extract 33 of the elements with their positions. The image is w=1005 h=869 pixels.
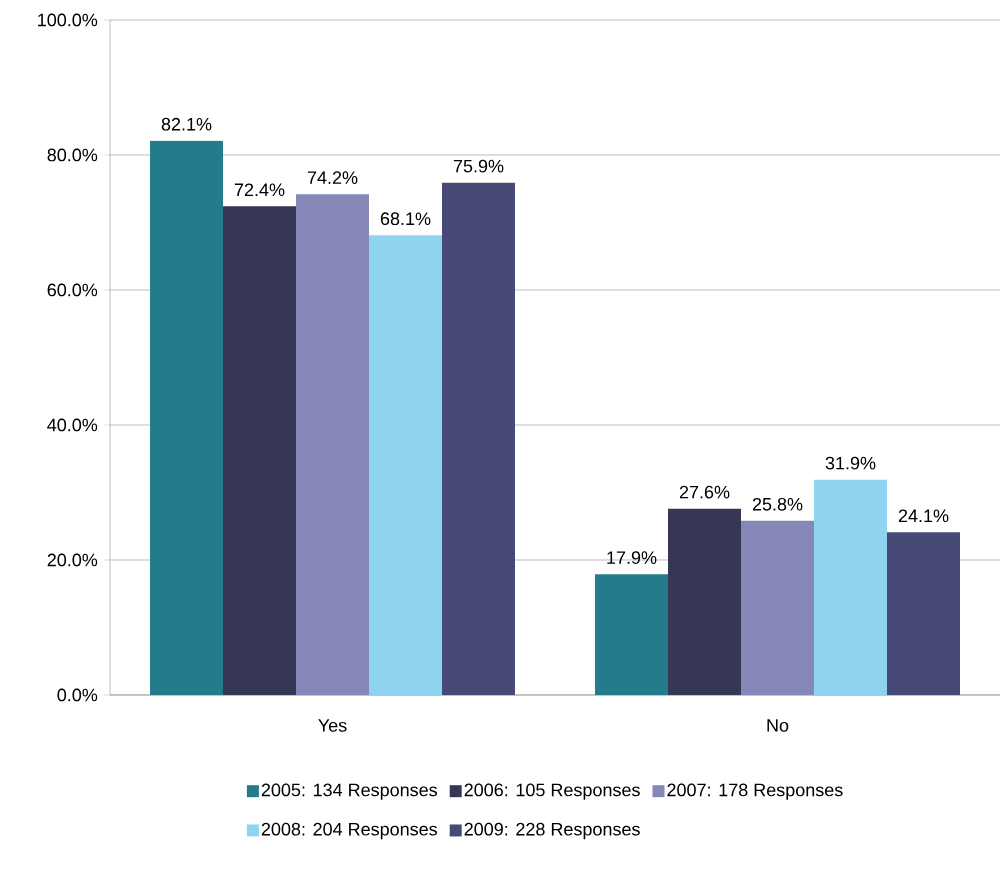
legend-label: 2008: 204 Responses — [261, 822, 438, 840]
data-label: 72.4% — [234, 183, 285, 197]
legend-label: 2006: 105 Responses — [464, 783, 640, 800]
legend-label: 2005: 134 Responses — [261, 783, 438, 800]
y-tick-label: 60.0% — [47, 283, 98, 297]
y-tick-label: 100.0% — [38, 13, 98, 27]
y-tick-label: 40.0% — [47, 418, 98, 432]
y-tick-label: 80.0% — [47, 148, 98, 162]
data-label: 75.9% — [453, 159, 504, 173]
data-label: 74.2% — [307, 171, 358, 184]
bar — [814, 479, 887, 695]
data-label: 17.9% — [607, 551, 657, 564]
data-label: 31.9% — [825, 456, 876, 470]
bar — [741, 520, 814, 695]
data-label: 68.1% — [380, 212, 431, 226]
x-tick-label: No — [767, 719, 789, 732]
bar — [223, 206, 296, 695]
bar — [296, 194, 369, 695]
data-label: 82.1% — [161, 117, 212, 131]
bar — [150, 140, 223, 695]
data-label: 27.6% — [679, 485, 730, 499]
x-tick-label: Yes — [318, 719, 347, 732]
bar — [887, 532, 960, 695]
bar — [442, 182, 515, 695]
legend-label: 2009: 228 Responses — [464, 822, 640, 840]
data-label: 25.8% — [752, 497, 803, 511]
y-tick-label: 0.0% — [57, 688, 98, 702]
legend-label: 2007: 178 Responses — [667, 783, 843, 800]
y-tick-label: 20.0% — [47, 553, 98, 567]
bar — [369, 235, 442, 695]
data-label: 24.1% — [898, 509, 949, 523]
bar — [595, 574, 668, 695]
bar — [668, 508, 741, 695]
